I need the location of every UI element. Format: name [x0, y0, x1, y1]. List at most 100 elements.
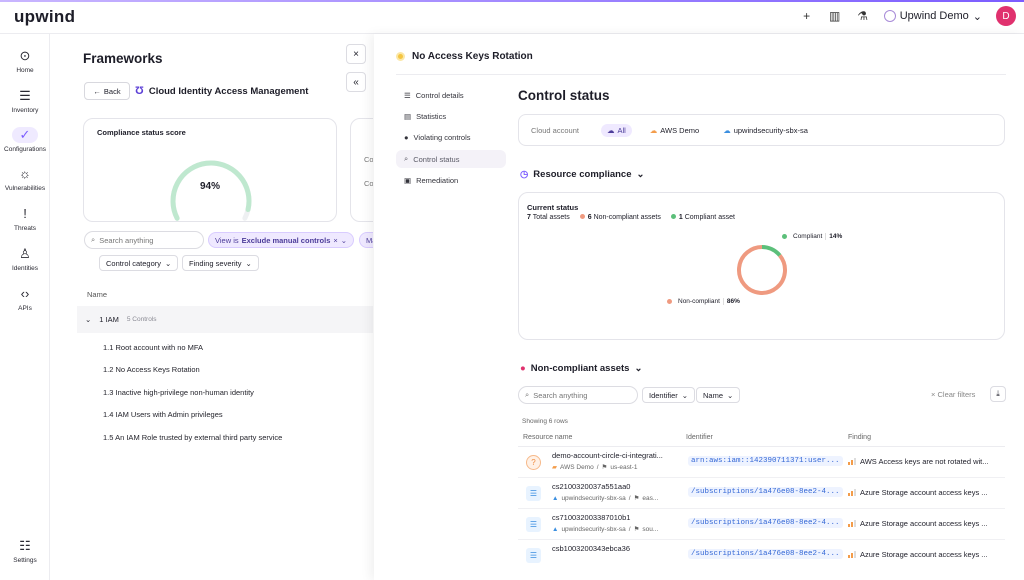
column-header-resource-name[interactable]: Resource name	[523, 434, 573, 441]
subnav-control-details[interactable]: ☰ Control details	[396, 86, 506, 104]
book-icon[interactable]: ▥	[829, 9, 841, 23]
table-row[interactable]: ☰ cs710032003387010b1 ▲ upwindsecurity-s…	[518, 510, 1005, 540]
search-input[interactable]: ⌕ Search anything	[84, 231, 204, 249]
sidebar-item-apis[interactable]: ‹› APIs	[0, 286, 50, 312]
upwind-u-icon: Ʊ	[135, 85, 144, 97]
noncompliant-assets-toggle[interactable]: ● Non-compliant assets ⌄	[520, 363, 642, 374]
back-button[interactable]: ← Back	[84, 82, 130, 100]
compliant-stat: 1 Compliant asset	[670, 214, 735, 221]
status-dot	[579, 214, 585, 219]
filter-label: Identifier	[649, 390, 678, 400]
status-dot	[670, 214, 676, 219]
chevron-down-icon[interactable]: ⌄	[85, 315, 92, 324]
table-row[interactable]: ? demo-account-circle-ci-integrati... ▰ …	[518, 448, 1005, 478]
azure-icon: ▲	[552, 494, 559, 502]
control-row[interactable]: 1.4 IAM Users with Admin privileges	[103, 410, 223, 419]
compliance-donut	[737, 245, 787, 295]
flag-us-icon: ⚑	[601, 464, 608, 471]
cloud-option-aws[interactable]: ☁ AWS Demo	[644, 124, 705, 137]
group-row-iam[interactable]: ⌄ 1 IAM 5 Controls	[77, 306, 373, 333]
score-gauge	[170, 160, 252, 221]
noncompliant-stat: 6 Non-compliant assets	[579, 214, 661, 221]
section-label: Resource compliance	[533, 169, 632, 180]
close-icon[interactable]: ×	[333, 235, 338, 245]
identifier[interactable]: /subscriptions/1a476e08-8ee2-4...	[688, 518, 843, 528]
alert-circle-icon: ●	[404, 132, 409, 142]
collapse-panel-button[interactable]: «	[346, 72, 366, 92]
chevron-down-icon: ⌄	[245, 258, 252, 268]
identifier[interactable]: /subscriptions/1a476e08-8ee2-4...	[688, 487, 843, 497]
clipboard-icon: ▣	[404, 175, 412, 185]
identifier[interactable]: /subscriptions/1a476e08-8ee2-4...	[688, 549, 843, 559]
cloud-account-label: Cloud account	[531, 125, 579, 135]
chevron-down-icon[interactable]: ⌄	[340, 235, 348, 245]
cloud-option-azure[interactable]: ☁ upwindsecurity-sbx-sa	[717, 124, 814, 137]
divider	[518, 446, 1005, 447]
stat-label: Total assets	[532, 214, 570, 221]
plus-icon[interactable]: +	[803, 9, 811, 23]
cloud-account-filter: Cloud account ☁ All ☁ AWS Demo ☁ upwindsecu…	[518, 114, 1005, 146]
column-header-finding[interactable]: Finding	[848, 434, 871, 441]
finding: AWS Access keys are not rotated wit...	[848, 457, 989, 466]
search-icon: ⌕	[91, 235, 96, 244]
identifier[interactable]: arn:aws:iam::142390711371:user...	[688, 456, 843, 466]
upwind-logo[interactable]: upwind	[14, 7, 76, 26]
donut-label-pct: 14%	[825, 233, 842, 240]
table-row[interactable]: ☰ cs2100320037a551aa0 ▲ upwindsecurity-s…	[518, 479, 1005, 509]
sidebar-item-identities[interactable]: ♙ Identities	[0, 246, 50, 272]
subnav-statistics[interactable]: ▤ Statistics	[396, 107, 506, 125]
close-panel-button[interactable]: ×	[346, 44, 366, 64]
control-row[interactable]: 1.3 Inactive high-privilege non-human id…	[103, 388, 254, 397]
download-button[interactable]: ⤓	[990, 386, 1006, 402]
table-row[interactable]: ☰ csb1003200343ebca36 /subscriptions/1a4…	[518, 541, 1005, 571]
sidebar-item-threats[interactable]: ! Threats	[0, 206, 50, 232]
donut-label-pct: 86%	[722, 298, 740, 305]
resource-compliance-toggle[interactable]: ◷ Resource compliance ⌄	[520, 169, 644, 180]
region: us-east-1	[610, 463, 638, 471]
region: eas...	[642, 494, 659, 502]
divider	[396, 74, 1006, 75]
view-filter-chip[interactable]: View is Exclude manual controls × ⌄	[208, 232, 355, 248]
stat-label: Compliant asset	[684, 214, 735, 221]
sidebar-item-vulnerabilities[interactable]: ☼ Vulnerabilities	[0, 166, 50, 192]
sidebar-item-configurations[interactable]: ✓ Configurations	[0, 127, 50, 153]
sidebar-item-home[interactable]: ⊙ Home	[0, 48, 50, 74]
rocket-icon[interactable]: ⚗	[857, 9, 869, 23]
control-row[interactable]: 1.2 No Access Keys Rotation	[103, 365, 200, 374]
avatar[interactable]: D	[996, 6, 1016, 26]
subnav-violating-controls[interactable]: ● Violating controls	[396, 128, 506, 146]
sidebar-item-settings[interactable]: ☷ Settings	[0, 538, 50, 564]
identifier-filter[interactable]: Identifier ⌄	[642, 387, 696, 403]
subnav-remediation[interactable]: ▣ Remediation	[396, 171, 506, 189]
flag-us-icon: ⚑	[633, 526, 640, 533]
panel-title: No Access Keys Rotation	[412, 51, 533, 62]
subnav-control-status[interactable]: ⌕ Control status	[396, 150, 506, 168]
chip-value: Exclude manual controls	[241, 235, 331, 245]
sidebar-item-inventory[interactable]: ☰ Inventory	[0, 88, 50, 114]
code-icon: ‹›	[20, 286, 30, 301]
control-row[interactable]: 1.1 Root account with no MFA	[103, 343, 204, 352]
sidebar-item-label: Vulnerabilities	[4, 185, 46, 192]
account-name: AWS Demo	[560, 463, 594, 471]
list-icon: ☰	[404, 90, 411, 100]
cloud-option-all[interactable]: ☁ All	[600, 123, 632, 137]
control-row[interactable]: 1.5 An IAM Role trusted by external thir…	[103, 433, 283, 442]
frameworks-page: Frameworks ← Back Ʊ Cloud Identity Acces…	[51, 34, 373, 580]
name-filter[interactable]: Name ⌄	[696, 387, 741, 403]
check-icon: ✓	[12, 127, 38, 143]
azure-icon: ▲	[552, 525, 559, 533]
more-filter-chip[interactable]: Ma	[359, 232, 373, 248]
assets-search-input[interactable]: ⌕ Search anything	[518, 386, 638, 404]
separator: /	[628, 494, 631, 502]
clear-filters-button[interactable]: × Clear filters	[931, 390, 975, 399]
donut-compliant-slice	[737, 245, 787, 295]
finding-severity-filter[interactable]: Finding severity ⌄	[182, 255, 259, 271]
column-header-identifier[interactable]: Identifier	[686, 434, 713, 441]
severity-bars-icon	[848, 551, 856, 558]
control-category-filter[interactable]: Control category ⌄	[99, 255, 179, 271]
search-icon: ⌕	[525, 390, 530, 399]
finding: Azure Storage account access keys ...	[848, 550, 988, 559]
search-placeholder: Search anything	[99, 235, 154, 245]
storage-icon: ☰	[526, 517, 541, 532]
user-menu[interactable]: Upwind Demo ⌄	[883, 10, 982, 23]
